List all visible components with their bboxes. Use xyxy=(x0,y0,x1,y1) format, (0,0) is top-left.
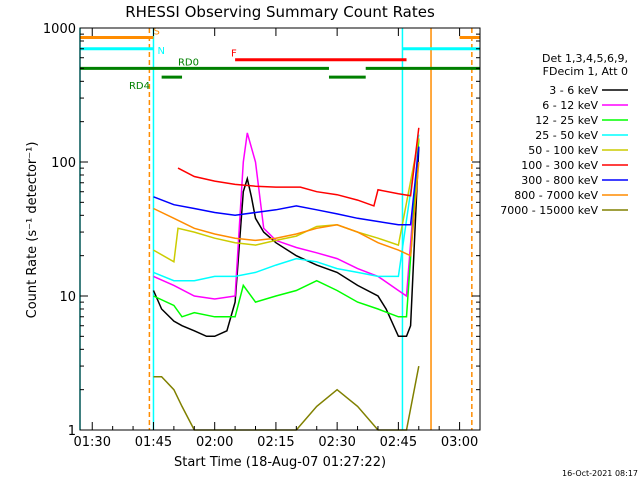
x-tick-label-3: 02:15 xyxy=(257,435,294,450)
legend-label-4: 50 - 100 keV xyxy=(528,144,598,157)
y-axis-label: Count Rate (s⁻¹ detector⁻¹) xyxy=(25,142,40,319)
status-bars: SN F RD0 RD4 xyxy=(80,26,480,92)
x-tick-label-0: 01:30 xyxy=(74,435,111,450)
legend-label-6: 300 - 800 keV xyxy=(521,174,598,187)
footer-timestamp: 16-Oct-2021 08:17 xyxy=(562,469,638,478)
legend-label-5: 100 - 300 keV xyxy=(521,159,598,172)
legend-label-3: 25 - 50 keV xyxy=(535,129,598,142)
series-line-25-50keV xyxy=(153,134,420,282)
legend-label-7: 800 - 7000 keV xyxy=(514,189,598,202)
status-label-F: F xyxy=(231,49,237,60)
chart-title: RHESSI Observing Summary Count Rates xyxy=(125,3,435,21)
x-axis-label: Start Time (18-Aug-07 01:27:22) xyxy=(174,455,386,470)
series-line-3-6keV xyxy=(152,146,420,338)
series-line-6-12keV xyxy=(153,132,420,300)
x-tick-label-2: 02:00 xyxy=(196,435,233,450)
legend-label-2: 12 - 25 keV xyxy=(535,114,598,127)
x-tick-label-4: 02:30 xyxy=(318,435,355,450)
y-tick-label-1: 10 xyxy=(59,290,76,305)
series-line-12-25keV xyxy=(153,138,420,318)
status-label-S: S xyxy=(153,26,159,37)
series-line-100-300keV xyxy=(177,127,420,207)
legend-label-1: 6 - 12 keV xyxy=(542,99,598,112)
y-tick-label-0: 1 xyxy=(68,424,76,439)
legend-label-8: 7000 - 15000 keV xyxy=(500,204,598,217)
plot-frame xyxy=(79,27,481,431)
x-tick-label-6: 03:00 xyxy=(441,435,478,450)
x-tick-label-1: 01:45 xyxy=(135,435,172,450)
series-line-300-800keV xyxy=(153,146,420,226)
status-label-N: N xyxy=(158,46,165,57)
series-line-7000-15000keV xyxy=(153,365,420,431)
legend-header-1: FDecim 1, Att 0 xyxy=(543,65,628,78)
x-tick-label-5: 02:45 xyxy=(380,435,417,450)
axes: 01:30 01:45 02:00 02:15 02:30 02:45 03:00 1 10 10… xyxy=(43,22,481,450)
series-line-50-100keV xyxy=(153,138,420,264)
series-lines xyxy=(152,127,420,431)
legend: Det 1,3,4,5,6,9,FDecim 1, Att 0 3 - 6 keV… xyxy=(500,52,628,217)
status-label-RD4: RD4 xyxy=(129,81,150,92)
series-line-800-7000keV xyxy=(153,161,420,257)
y-tick-label-2: 100 xyxy=(51,156,76,171)
status-label-RD0: RD0 xyxy=(178,57,199,68)
legend-header-0: Det 1,3,4,5,6,9, xyxy=(542,52,628,65)
legend-label-0: 3 - 6 keV xyxy=(549,84,598,97)
y-tick-label-3: 1000 xyxy=(43,22,76,37)
